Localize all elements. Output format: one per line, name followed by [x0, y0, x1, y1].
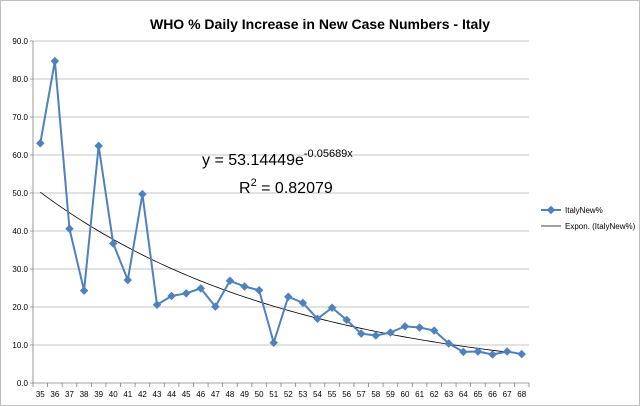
data-point	[488, 350, 497, 359]
x-tick-label: 47	[211, 390, 220, 399]
data-point	[298, 298, 308, 308]
equation-main: y = 53.14449e	[202, 152, 304, 169]
x-tick-label: 62	[430, 390, 439, 399]
data-point	[327, 303, 337, 313]
data-point	[459, 347, 468, 357]
x-tick-label: 45	[182, 390, 191, 399]
data-point	[342, 315, 351, 325]
x-tick-label: 46	[196, 390, 205, 399]
series-line	[39, 60, 522, 356]
legend-series-label: ItalyNew%	[565, 206, 603, 215]
y-tick-label: 30.0	[12, 265, 28, 274]
data-point	[50, 56, 60, 66]
data-point	[371, 331, 381, 340]
x-tick-label: 48	[225, 390, 234, 399]
y-tick-label: 60.0	[12, 151, 28, 160]
x-tick-label: 42	[138, 390, 147, 399]
x-tick-label: 51	[269, 390, 278, 399]
data-point	[225, 276, 235, 286]
x-tick-label: 66	[488, 390, 497, 399]
data-point	[517, 349, 526, 359]
legend-trend-label: Expon. (ItalyNew%)	[565, 222, 636, 231]
data-point	[240, 282, 249, 291]
data-point	[254, 286, 264, 295]
x-tick-label: 58	[371, 390, 380, 399]
x-tick-label: 39	[94, 390, 103, 399]
data-point	[313, 314, 322, 324]
x-tick-label: 41	[123, 390, 132, 399]
x-tick-label: 68	[517, 390, 526, 399]
x-tick-label: 54	[313, 390, 322, 399]
axes: 0.0 10.0 20.0 30.0 40.0 50.0 60.0 70.0 80.0 90.0 3…	[12, 37, 530, 399]
y-tick-label: 50.0	[12, 189, 28, 198]
x-tick-label: 60	[401, 390, 410, 399]
data-point	[269, 338, 278, 347]
data-point	[473, 347, 483, 356]
x-tick-label: 63	[444, 390, 453, 399]
data-point	[444, 339, 454, 348]
legend-series-marker	[546, 205, 556, 215]
x-tick-label: 57	[357, 390, 366, 399]
trendline-path	[40, 191, 522, 355]
data-point	[108, 239, 118, 248]
r-squared-label: R	[239, 180, 251, 197]
legend: ItalyNew% Expon. (ItalyNew%)	[541, 205, 636, 231]
y-tick-label: 0.0	[17, 379, 29, 388]
x-tick-label: 36	[50, 390, 59, 399]
trendline	[40, 191, 522, 355]
gridlines	[33, 40, 529, 346]
data-point	[36, 138, 45, 148]
series-italy	[36, 56, 526, 359]
y-tick-label: 20.0	[12, 303, 28, 312]
data-point	[152, 300, 162, 309]
x-tick-label: 67	[503, 390, 512, 399]
r-squared-text: R2 = 0.82079	[239, 177, 333, 197]
chart-title: WHO % Daily Increase in New Case Numbers…	[150, 16, 490, 32]
r-squared-value: = 0.82079	[257, 180, 333, 197]
data-point	[79, 286, 89, 295]
equation-text: y = 53.14449e-0.05689x	[202, 148, 353, 169]
data-point	[94, 141, 103, 151]
x-tick-label: 37	[65, 390, 74, 399]
y-tick-label: 10.0	[12, 341, 28, 350]
x-tick-label: 50	[255, 390, 264, 399]
x-tick-label: 52	[284, 390, 293, 399]
y-tick-label: 40.0	[12, 227, 28, 236]
y-tick-label: 70.0	[12, 113, 28, 122]
x-tick-label: 35	[36, 390, 45, 399]
data-point	[356, 329, 366, 338]
data-point	[284, 292, 293, 301]
data-point	[502, 347, 512, 356]
data-point	[65, 224, 74, 233]
data-point	[386, 328, 395, 337]
trend-equation: y = 53.14449e-0.05689x R2 = 0.82079	[202, 148, 353, 197]
data-point	[138, 189, 147, 199]
x-tick-label: 40	[109, 390, 118, 399]
x-tick-label: 59	[386, 390, 395, 399]
x-tick-label: 43	[153, 390, 162, 399]
data-point	[123, 275, 133, 285]
data-point	[415, 323, 424, 332]
data-point	[196, 284, 206, 293]
data-point	[429, 326, 439, 335]
x-tick-label: 65	[473, 390, 482, 399]
x-tick-label: 49	[240, 390, 249, 399]
y-tick-label: 80.0	[12, 75, 28, 84]
data-point	[181, 289, 191, 298]
x-tick-label: 44	[167, 390, 176, 399]
data-point	[167, 291, 176, 301]
x-tick-label: 61	[415, 390, 424, 399]
data-point	[211, 302, 220, 311]
x-tick-label: 56	[342, 390, 351, 399]
equation-exponent: -0.05689x	[304, 148, 353, 160]
x-tick-label: 55	[328, 390, 337, 399]
x-tick-label: 53	[298, 390, 307, 399]
data-point	[400, 322, 410, 331]
x-tick-label: 64	[459, 390, 468, 399]
y-tick-label: 90.0	[12, 37, 28, 46]
x-tick-label: 38	[80, 390, 89, 399]
